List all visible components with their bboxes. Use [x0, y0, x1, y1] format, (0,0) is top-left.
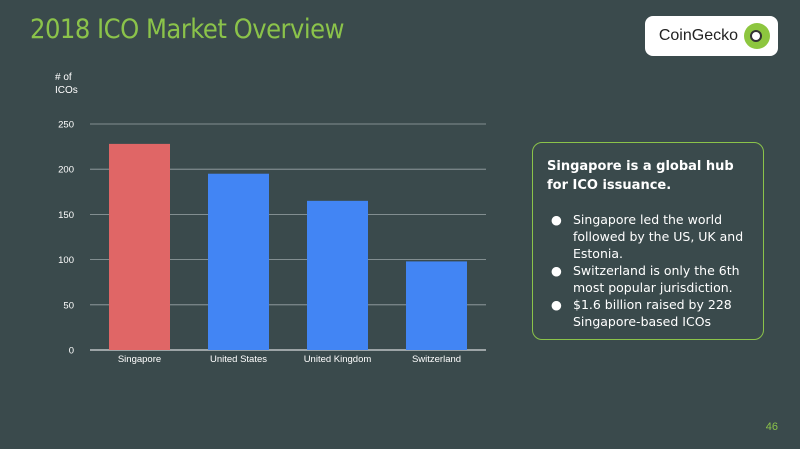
y-tick-label: 0 — [69, 346, 74, 357]
bullet-dot-icon: ● — [551, 297, 562, 312]
page-number: 46 — [765, 421, 778, 433]
coingecko-logo: CoinGecko — [644, 16, 778, 56]
x-tick-label: United States — [210, 354, 267, 365]
y-axis-label-line-1: # of — [55, 72, 72, 83]
callout-bullet: ● Switzerland is only the 6th most popula… — [547, 262, 751, 296]
chart-labels: 0 50 100 150 200 250 Singapore United States Uni… — [58, 120, 461, 366]
bar-singapore — [109, 143, 170, 350]
x-tick-label: Singapore — [118, 354, 161, 365]
y-tick-label: 200 — [58, 165, 74, 176]
y-tick-label: 150 — [58, 210, 74, 221]
y-tick-label: 50 — [63, 300, 74, 311]
y-axis-label-line-2: ICOs — [55, 85, 78, 96]
x-tick-label: Switzerland — [412, 354, 461, 365]
slide-title: 2018 ICO Market Overview — [30, 14, 344, 45]
chart-bars — [109, 143, 467, 350]
callout-heading: Singapore is a global hub for ICO issuan… — [547, 159, 734, 193]
y-tick-label: 250 — [58, 120, 74, 131]
callout-bullet-text: Singapore led the world followed by the … — [573, 212, 744, 261]
callout-bullet-list: ● Singapore led the world followed by the… — [547, 211, 751, 330]
bar-united-kingdom — [307, 200, 368, 350]
callout-bullet: ● $1.6 billion raised by 228 Singapore-ba… — [547, 296, 751, 330]
logo-text: CoinGecko — [658, 27, 738, 44]
callout-bullet-text: $1.6 billion raised by 228 Singapore-bas… — [573, 297, 732, 329]
bar-switzerland — [406, 261, 467, 350]
bullet-dot-icon: ● — [551, 263, 562, 278]
gecko-icon — [744, 23, 770, 49]
y-tick-label: 100 — [58, 255, 74, 266]
x-tick-label: United Kingdom — [304, 354, 372, 365]
callout-bullet-text: Switzerland is only the 6th most popular… — [573, 263, 740, 295]
bar-united-states — [208, 173, 269, 350]
bullet-dot-icon: ● — [551, 212, 562, 227]
insight-callout: Singapore is a global hub for ICO issuan… — [532, 142, 764, 340]
callout-bullet: ● Singapore led the world followed by the… — [547, 211, 751, 262]
